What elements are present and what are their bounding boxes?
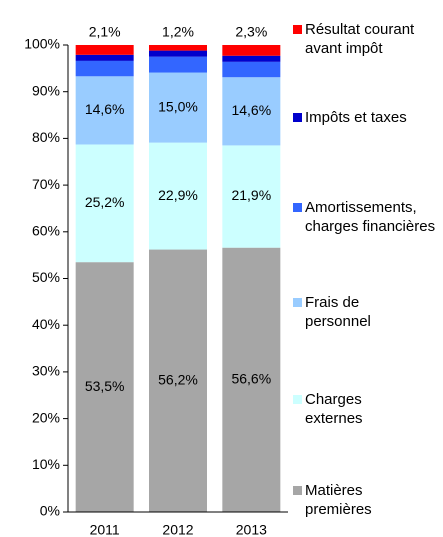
y-tick-label: 30% [32,363,60,379]
data-label: 2,3% [235,24,267,40]
bar-segment [222,45,281,56]
legend-label: Frais de personnel [305,294,371,330]
legend-label: Charges externes [305,391,363,427]
data-label: 56,2% [158,371,198,387]
y-tick-label: 100% [24,36,60,52]
y-tick-label: 60% [32,223,60,239]
data-label: 21,9% [231,187,271,203]
bar-segment [75,45,134,55]
legend-swatch [293,486,302,495]
legend-swatch [293,25,302,34]
legend-label: Matières premières [305,482,372,518]
legend-label: Résultat courant avant impôt [305,21,415,57]
bar-segment [149,45,207,51]
data-label: 22,9% [158,187,198,203]
legend-swatch [293,395,302,404]
data-label: 14,6% [231,102,271,118]
bar-segment [222,61,281,78]
bar-segment [222,77,281,146]
chart: 53,5% 25,2% 14,6% 2,1% 2011 56,2% 22,9% 15,0% 1,… [24,24,288,537]
bar-segment [222,145,281,248]
data-label: 2,1% [89,24,121,40]
y-tick-label: 40% [32,316,60,332]
legend-swatch [293,298,302,307]
y-tick-label: 20% [32,409,60,425]
y-tick-label: 50% [32,269,60,285]
bar-segment [149,56,207,73]
bar-segment [75,60,134,77]
legend-swatch [293,203,302,212]
bar-segment [149,249,207,512]
data-label: 53,5% [85,378,125,394]
bar-segment [75,144,134,263]
bar-segment [75,54,134,61]
bar-segment [149,142,207,250]
data-label: 14,6% [85,101,125,117]
bar-segment [75,262,134,512]
data-label: 25,2% [85,194,125,210]
data-label: 1,2% [162,24,194,40]
bar-segment [149,50,207,57]
data-label: 15,0% [158,98,198,114]
bar-segment [222,55,281,62]
y-tick-label: 80% [32,129,60,145]
y-tick-label: 10% [32,456,60,472]
y-tick-label: 70% [32,176,60,192]
x-tick-label: 2012 [162,522,193,537]
legend-label: Amortissements, charges financières [305,199,436,235]
y-tick-label: 0% [40,503,60,519]
bar-segment [222,247,281,513]
y-tick-label: 90% [32,82,60,98]
bar-segment [149,72,207,143]
data-label: 56,6% [231,371,271,387]
x-tick-label: 2013 [236,522,267,537]
legend-label: Impôts et taxes [305,109,407,126]
x-tick-label: 2011 [90,522,120,537]
bar-segment [75,76,134,145]
legend-swatch [293,113,302,122]
